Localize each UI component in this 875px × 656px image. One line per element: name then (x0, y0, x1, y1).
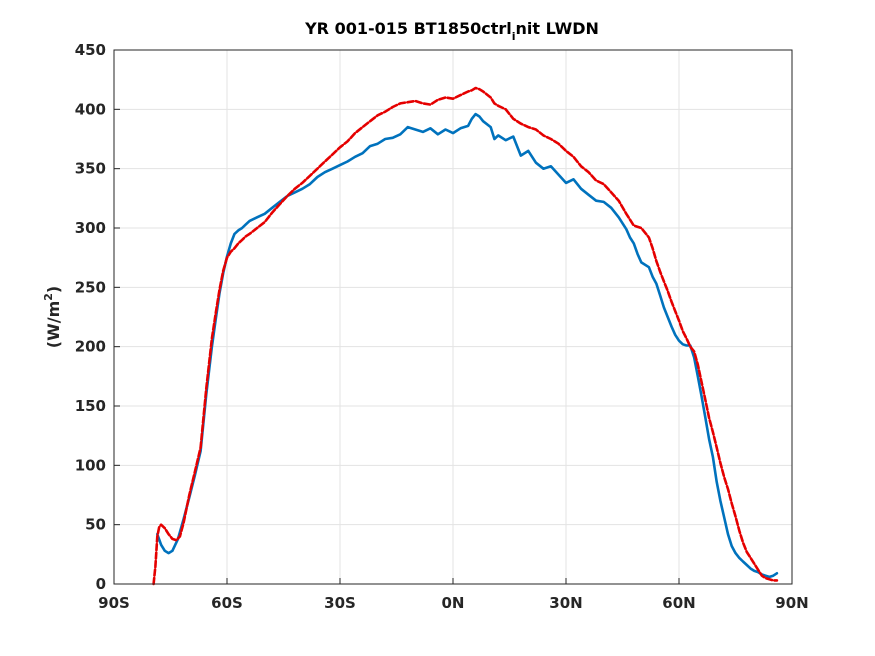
chart-title: YR 001-015 BT1850ctrlinit LWDN (304, 19, 599, 43)
x-tick-label: 60N (662, 594, 695, 612)
y-tick-label: 300 (75, 219, 106, 237)
y-tick-label: 450 (75, 41, 106, 59)
ticks: 90S 60S 30S 0N 30N 60N 90N 0 50 100 150 200 250 300 35… (75, 41, 809, 612)
x-tick-label: 90N (775, 594, 808, 612)
y-tick-label: 400 (75, 100, 106, 118)
chart-title-subscript: i (512, 30, 516, 43)
series-line-blue (156, 112, 779, 579)
x-tick-label: 90S (98, 594, 130, 612)
x-tick-label: 0N (442, 594, 465, 612)
y-tick-label: 200 (75, 338, 106, 356)
x-tick-label: 30N (549, 594, 582, 612)
y-axis-label: (W/m2) (42, 286, 63, 348)
series-line-red (152, 86, 779, 586)
y-tick-label: 0 (96, 575, 106, 593)
y-tick-label: 250 (75, 278, 106, 296)
chart-title-tail: nit LWDN (516, 19, 599, 38)
y-axis-label-superscript: 2 (42, 293, 55, 301)
y-tick-label: 50 (85, 516, 106, 534)
x-tick-label: 30S (324, 594, 356, 612)
y-tick-label: 350 (75, 160, 106, 178)
y-tick-label: 150 (75, 397, 106, 415)
series-layer (152, 86, 779, 586)
y-axis-label-main: (W/m (44, 301, 63, 348)
y-axis-label-close: ) (44, 286, 63, 293)
chart-title-main: YR 001-015 BT1850ctrl (304, 19, 512, 38)
y-tick-label: 100 (75, 456, 106, 474)
x-tick-label: 60S (211, 594, 243, 612)
